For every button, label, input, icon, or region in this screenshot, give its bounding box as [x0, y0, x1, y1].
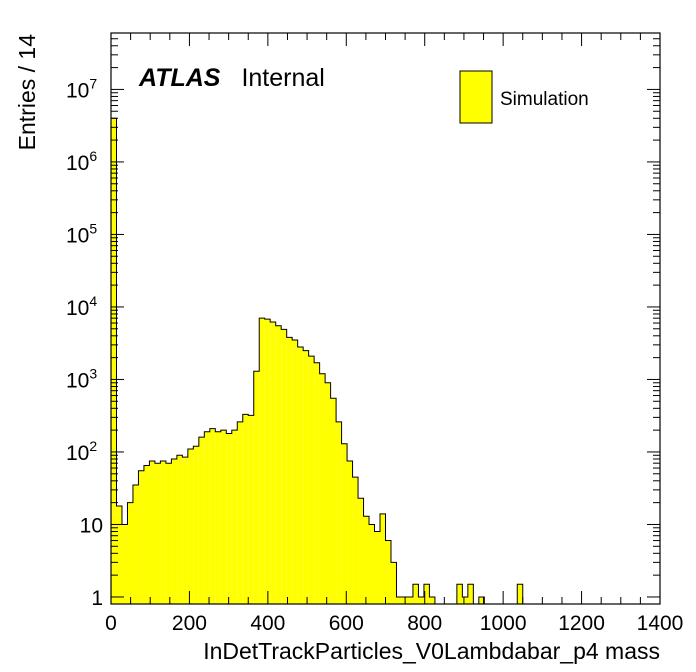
histogram-bar — [341, 443, 348, 604]
histogram-bar — [231, 430, 238, 604]
histogram-bar — [160, 461, 166, 604]
histogram-bar — [330, 398, 337, 604]
y-axis-ticks — [111, 32, 660, 598]
legend-label: Simulation — [500, 89, 589, 110]
histogram-bar — [363, 516, 370, 604]
histogram-bar — [127, 502, 133, 604]
histogram-bar — [374, 531, 381, 604]
y-tick-label: 1 — [91, 587, 103, 610]
histogram-bar — [259, 318, 265, 604]
atlas-label: ATLAS Internal — [138, 64, 325, 92]
histogram-bar — [303, 350, 309, 604]
histogram-bar — [325, 382, 331, 604]
histogram-bar — [248, 415, 254, 604]
histogram-bar — [456, 584, 463, 604]
x-tick-label: 1000 — [480, 612, 527, 635]
histogram-bar — [138, 470, 144, 604]
histogram-bar — [187, 448, 194, 604]
histogram-bar — [270, 321, 276, 604]
histogram-outline — [110, 117, 660, 605]
histogram-bar — [264, 319, 271, 604]
histogram-bar — [242, 414, 249, 604]
histogram-bar — [385, 540, 391, 604]
histogram-bars — [111, 118, 523, 605]
x-tick-label: 200 — [172, 612, 207, 635]
x-tick-labels: 0 200 400 600 800 1000 1200 1400 — [105, 612, 683, 635]
histogram-bar — [132, 485, 139, 604]
histogram-bar — [204, 431, 210, 604]
histogram-bar — [182, 457, 188, 604]
histogram-bar — [407, 596, 413, 604]
histogram-bar — [336, 421, 342, 604]
histogram-bar — [412, 584, 419, 604]
histogram-bar — [418, 596, 424, 604]
histogram-bar — [352, 477, 359, 604]
y-tick-label: 10 — [80, 514, 103, 537]
histogram-bar — [121, 524, 128, 604]
x-axis-label: InDetTrackParticles_V0Lambdabar_p4 mass — [203, 638, 660, 664]
y-tick-label: 106 — [66, 148, 97, 175]
histogram-bar — [467, 584, 474, 604]
histogram-bar — [297, 347, 304, 604]
histogram-bar — [193, 446, 199, 604]
histogram-bar — [429, 596, 435, 604]
histogram-bar — [423, 584, 430, 604]
y-axis-label: Entries / 14 — [14, 34, 40, 151]
y-tick-label: 105 — [66, 220, 97, 247]
x-tick-label: 400 — [250, 612, 285, 635]
histogram-bar — [314, 362, 320, 604]
y-tick-labels: 1 10 102 103 104 105 106 107 — [66, 75, 103, 610]
histogram-bar — [292, 340, 298, 604]
histogram-bar — [220, 430, 227, 604]
histogram-bar — [237, 421, 243, 604]
histogram-bar — [478, 596, 485, 604]
x-axis-ticks — [110, 33, 661, 604]
histogram-bar — [116, 505, 122, 604]
histogram-bar — [215, 431, 221, 604]
histogram-bar — [275, 325, 282, 604]
histogram-bar — [396, 596, 402, 604]
histogram-bar — [143, 465, 150, 604]
y-tick-label: 107 — [66, 75, 97, 102]
histogram-bar — [281, 329, 287, 604]
histogram-bar — [308, 356, 315, 604]
x-tick-label: 1200 — [558, 612, 605, 635]
histogram-bar — [517, 584, 523, 604]
x-tick-label: 800 — [407, 612, 442, 635]
x-tick-label: 0 — [105, 612, 117, 635]
legend: Simulation — [459, 70, 589, 124]
histogram-bar — [111, 118, 117, 605]
histogram-bar — [286, 337, 293, 604]
atlas-label-normal: Internal — [241, 64, 324, 92]
y-tick-label: 104 — [66, 293, 97, 320]
histogram-bar — [154, 463, 161, 604]
histogram-bar — [198, 437, 205, 604]
x-tick-label: 1400 — [637, 612, 684, 635]
histogram-bar — [209, 428, 216, 604]
histogram-bar — [390, 562, 397, 604]
atlas-label-bold: ATLAS — [138, 64, 221, 92]
y-tick-label: 102 — [66, 438, 97, 465]
histogram-bar — [176, 455, 183, 604]
histogram-bar — [369, 524, 375, 604]
histogram-bar — [319, 373, 326, 604]
histogram-bar — [380, 513, 386, 604]
histogram-bar — [253, 371, 260, 604]
histogram-bar — [226, 433, 232, 604]
x-tick-label: 600 — [329, 612, 364, 635]
histogram-bar — [462, 596, 468, 604]
histogram-bar — [149, 461, 155, 604]
histogram-bar — [358, 498, 364, 604]
legend-swatch — [459, 70, 493, 124]
y-tick-label: 103 — [66, 365, 97, 392]
histogram-bar — [165, 463, 172, 604]
histogram-bar — [171, 458, 177, 604]
histogram-bar — [347, 461, 353, 604]
